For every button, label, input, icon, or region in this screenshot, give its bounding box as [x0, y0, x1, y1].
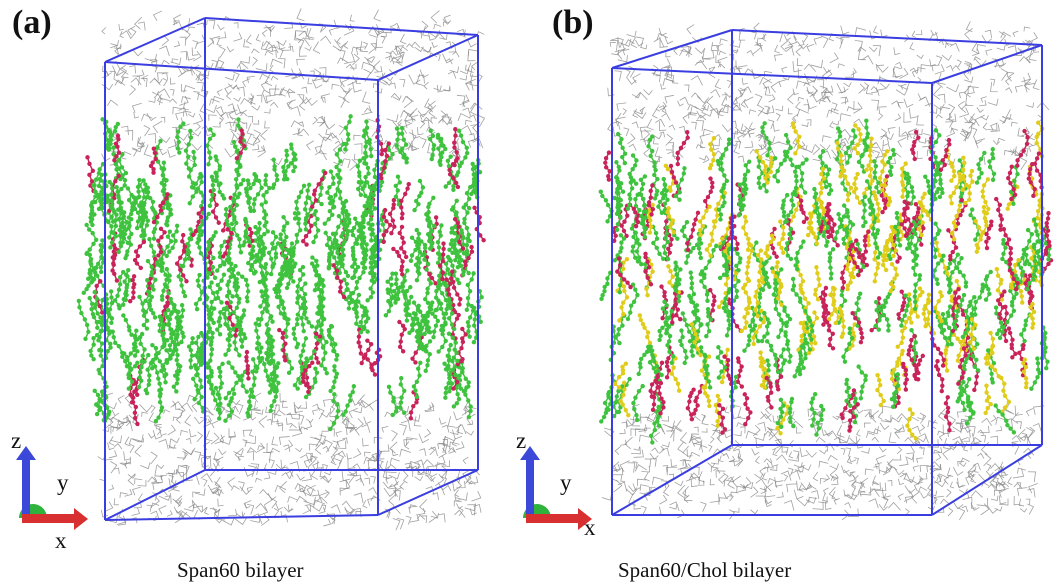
axis-label-z: z	[516, 428, 527, 453]
axis-x-arrow	[526, 514, 578, 523]
bilayer-molecules	[76, 114, 486, 432]
axis-triad	[16, 446, 88, 530]
simulation-box-a	[16, 8, 486, 531]
axis-triad	[520, 446, 592, 530]
panel-b: (b) z y x Span60/Chol bilayer	[510, 0, 1057, 583]
panel-a: (a) z y x Span60 bilayer	[0, 0, 520, 583]
panel-label-b: (b)	[552, 4, 594, 41]
axis-label-y: y	[560, 470, 572, 495]
caption-b: Span60/Chol bilayer	[618, 558, 792, 582]
box-edges	[611, 29, 1043, 516]
axis-z-arrow	[526, 458, 534, 518]
axis-label-x: x	[55, 528, 67, 553]
caption-a: Span60 bilayer	[177, 558, 304, 582]
axis-label-y: y	[57, 470, 69, 495]
box-edges	[104, 17, 479, 521]
simulation-box-b	[520, 21, 1054, 530]
axis-label-z: z	[11, 428, 22, 453]
axis-x-arrow	[22, 514, 74, 523]
bilayer-molecules	[598, 118, 1054, 445]
panel-label-a: (a)	[12, 4, 52, 41]
axis-z-arrow	[22, 458, 30, 518]
axis-label-x: x	[584, 515, 596, 540]
